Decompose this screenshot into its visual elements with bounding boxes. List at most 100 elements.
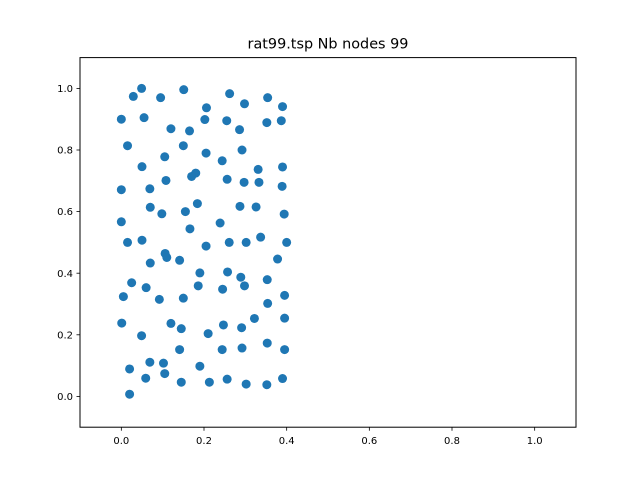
data-point [141,373,151,383]
data-point [160,369,170,379]
data-point [201,241,211,251]
y-tick-label: 0.4 [57,269,73,280]
data-point [262,118,272,128]
axes: 0.0 0.2 0.4 0.6 0.8 1.0 0.0 0.2 0.4 0.6 0.8 1.0 [57,57,577,447]
data-point [218,320,228,330]
data-point [128,91,138,101]
data-point [240,99,250,109]
data-point [145,258,155,268]
x-tick-label: 0.2 [196,436,212,447]
data-point [145,184,155,194]
data-point [137,83,147,93]
data-point [179,85,189,95]
data-point [192,199,202,209]
data-point [280,290,290,300]
x-tick-label: 0.4 [279,436,295,447]
data-point [166,318,176,328]
data-point [156,93,166,103]
data-point [127,278,137,288]
data-point [237,145,247,155]
data-point [116,185,126,195]
x-tick-label: 1.0 [527,436,543,447]
data-point [279,209,289,219]
data-point [175,345,185,355]
x-tick-label: 0.6 [361,436,377,447]
data-point [225,89,235,99]
y-tick-label: 0.6 [57,207,73,218]
data-point [254,177,264,187]
data-point [187,171,197,181]
data-point [161,175,171,185]
data-point [116,217,126,227]
data-point [123,237,133,247]
data-point [175,255,185,265]
data-point [241,237,251,247]
data-point [162,252,172,262]
data-point [262,380,272,390]
x-tick-label: 0.8 [444,436,460,447]
data-point [224,237,234,247]
data-point [125,389,135,399]
data-point [145,202,155,212]
data-point [256,232,266,242]
data-point [176,324,186,334]
data-point [166,124,176,134]
data-point [176,377,186,387]
data-point [204,377,214,387]
data-point [203,329,213,339]
data-point [195,268,205,278]
data-point [215,218,225,228]
y-tick-label: 0.8 [57,146,73,157]
data-point [118,292,128,302]
data-point [280,345,290,355]
data-point [117,318,127,328]
data-point [178,141,188,151]
data-point [137,235,147,245]
data-point [235,201,245,211]
y-tick-label: 0.0 [57,392,73,403]
data-point [222,374,232,384]
y-tick-label: 1.0 [57,84,73,95]
data-point [237,343,247,353]
data-point [178,293,188,303]
data-point [137,331,147,341]
data-point [116,114,126,124]
data-point [158,358,168,368]
data-point [180,207,190,217]
data-point [185,224,195,234]
data-point [262,275,272,285]
data-point [249,313,259,323]
data-point [263,93,273,103]
data-point [157,209,167,219]
y-tick-label: 0.2 [57,330,73,341]
data-point [262,338,272,348]
data-point [145,357,155,367]
data-point [217,345,227,355]
data-point [278,162,288,172]
data-point [240,281,250,291]
data-point [137,162,147,172]
chart-title: rat99.tsp Nb nodes 99 [248,37,409,53]
data-point [218,284,228,294]
data-point [280,313,290,323]
data-point [278,374,288,384]
data-point [160,152,170,162]
data-point [273,254,283,264]
scatter-points [116,83,292,399]
data-point [241,379,251,389]
data-point [154,294,164,304]
data-point [195,361,205,371]
data-point [201,103,211,113]
data-point [141,283,151,293]
data-point [253,164,263,174]
data-point [282,237,292,247]
data-point [201,148,211,158]
data-point [222,174,232,184]
data-point [139,113,149,123]
data-point [217,156,227,166]
data-point [222,116,232,126]
data-point [185,126,195,136]
data-point [237,323,247,333]
data-point [278,102,288,112]
